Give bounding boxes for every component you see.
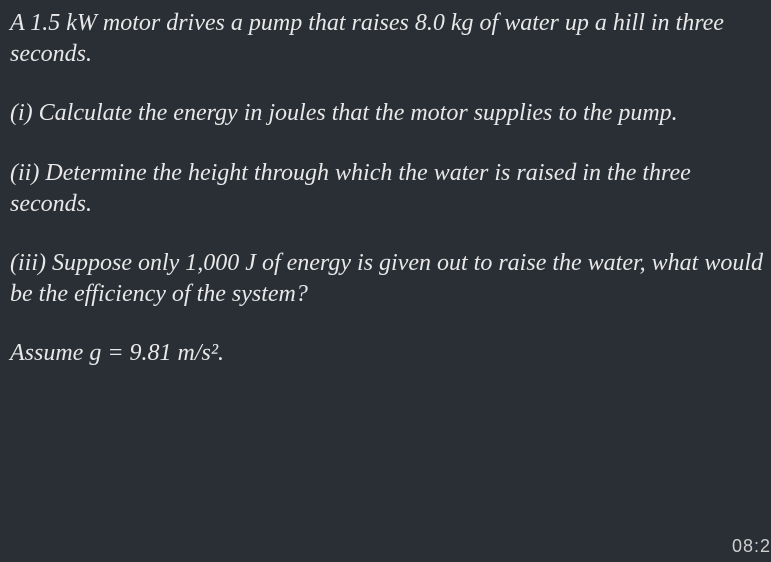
timestamp-overlay: 08:2	[732, 535, 771, 558]
problem-intro: A 1.5 kW motor drives a pump that raises…	[10, 8, 765, 70]
problem-part-iii: (iii) Suppose only 1,000 J of energy is …	[10, 248, 765, 310]
problem-part-ii: (ii) Determine the height through which …	[10, 158, 765, 220]
physics-problem: A 1.5 kW motor drives a pump that raises…	[10, 8, 765, 370]
problem-assumption: Assume g = 9.81 m/s².	[10, 338, 765, 369]
problem-part-i: (i) Calculate the energy in joules that …	[10, 98, 765, 129]
